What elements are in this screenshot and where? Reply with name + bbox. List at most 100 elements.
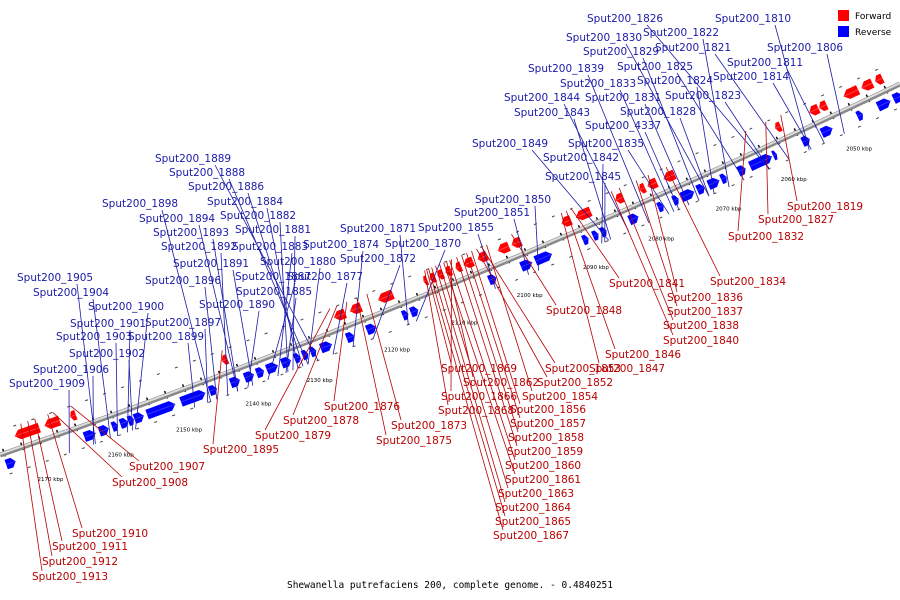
forward-gene-label[interactable]: Sput200_1875 [376, 435, 452, 447]
forward-gene-label[interactable]: Sput200_1827 [758, 214, 834, 226]
reverse-gene-label[interactable]: Sput200_1896 [145, 275, 221, 287]
forward-gene-label[interactable]: Sput200_1834 [710, 276, 786, 288]
forward-gene-label[interactable]: Sput200_1847 [589, 363, 665, 375]
reverse-gene-label[interactable]: Sput200_1900 [88, 301, 164, 313]
reverse-gene-label[interactable]: Sput200_1904 [33, 287, 109, 299]
reverse-gene-label[interactable]: Sput200_1891 [173, 258, 249, 270]
reverse-gene-label[interactable]: Sput200_1889 [155, 153, 231, 165]
forward-gene-label[interactable]: Sput200_1837 [667, 306, 743, 318]
forward-gene-label[interactable]: Sput200_1863 [498, 488, 574, 500]
reverse-gene-label[interactable]: Sput200_1880 [260, 256, 336, 268]
reverse-gene-label[interactable]: Sput200_1887 [235, 271, 311, 283]
forward-gene-label[interactable]: Sput200_1832 [728, 231, 804, 243]
reverse-gene-label[interactable]: Sput200_1822 [643, 27, 719, 39]
reverse-gene-label[interactable]: Sput200_1839 [528, 63, 604, 75]
forward-gene-label[interactable]: Sput200_1857 [510, 418, 586, 430]
reverse-gene-label[interactable]: Sput200_1830 [566, 32, 642, 44]
forward-gene-label[interactable]: Sput200_1908 [112, 477, 188, 489]
reverse-gene-label[interactable]: Sput200_1901 [70, 318, 146, 330]
reverse-gene-label[interactable]: Sput200_1828 [620, 106, 696, 118]
reverse-gene-label[interactable]: Sput200_1855 [418, 222, 494, 234]
forward-gene-label[interactable]: Sput200_1852 [537, 377, 613, 389]
reverse-gene-label[interactable]: Sput200_1888 [169, 167, 245, 179]
forward-gene-label[interactable]: Sput200_1836 [667, 292, 743, 304]
reverse-gene-label[interactable]: Sput200_1881 [235, 224, 311, 236]
reverse-gene-label[interactable]: Sput200_1894 [139, 213, 215, 225]
forward-gene-label[interactable]: Sput200_1895 [203, 444, 279, 456]
reverse-gene-label[interactable]: Sput200_1844 [504, 92, 580, 104]
reverse-gene-label[interactable]: Sput200_1810 [715, 13, 791, 25]
reverse-gene-label[interactable]: Sput200_1821 [655, 42, 731, 54]
forward-gene-label[interactable]: Sput200_1864 [495, 502, 571, 514]
reverse-gene-label[interactable]: Sput200_1811 [727, 57, 803, 69]
forward-gene-label[interactable]: Sput200_1859 [507, 446, 583, 458]
reverse-gene-label[interactable]: Sput200_1833 [560, 78, 636, 90]
forward-gene-label[interactable]: Sput200_1840 [663, 335, 739, 347]
forward-gene-label[interactable]: Sput200_1819 [787, 201, 863, 213]
forward-gene-label[interactable]: Sput200_1838 [663, 320, 739, 332]
reverse-gene-label[interactable]: Sput200_1850 [475, 194, 551, 206]
reverse-gene-label[interactable]: Sput200_4337 [585, 120, 661, 132]
forward-gene-label[interactable]: Sput200_1869 [441, 363, 517, 375]
forward-gene-label[interactable]: Sput200_1866 [441, 391, 517, 403]
reverse-gene-label[interactable]: Sput200_1885 [236, 286, 312, 298]
reverse-gene-label[interactable]: Sput200_1829 [583, 46, 659, 58]
forward-gene-label[interactable]: Sput200_1854 [522, 391, 598, 403]
reverse-gene-label[interactable]: Sput200_1890 [199, 299, 275, 311]
reverse-gene-label[interactable]: Sput200_1872 [340, 253, 416, 265]
reverse-gene-label[interactable]: Sput200_1877 [287, 271, 363, 283]
forward-gene-label[interactable]: Sput200_1858 [508, 432, 584, 444]
reverse-gene-label[interactable]: Sput200_1884 [207, 196, 283, 208]
reverse-gene-label[interactable]: Sput200_1899 [128, 331, 204, 343]
forward-gene-label[interactable]: Sput200_1868 [438, 405, 514, 417]
reverse-gene-label[interactable]: Sput200_1874 [303, 239, 379, 251]
forward-gene-label[interactable]: Sput200_1861 [505, 474, 581, 486]
reverse-gene-label[interactable]: Sput200_1831 [585, 92, 661, 104]
forward-gene-label[interactable]: Sput200_1876 [324, 401, 400, 413]
reverse-gene-label[interactable]: Sput200_1823 [665, 90, 741, 102]
reverse-gene-label[interactable]: Sput200_1897 [145, 317, 221, 329]
reverse-gene-label[interactable]: Sput200_1845 [545, 171, 621, 183]
reverse-gene-label[interactable]: Sput200_1843 [514, 107, 590, 119]
forward-gene-label[interactable]: Sput200_1912 [42, 556, 118, 568]
forward-gene-label[interactable]: Sput200_1865 [495, 516, 571, 528]
forward-gene-label[interactable]: Sput200_1911 [52, 541, 128, 553]
reverse-gene-label[interactable]: Sput200_1835 [568, 138, 644, 150]
forward-gene-label[interactable]: Sput200_1848 [546, 305, 622, 317]
reverse-gene-label[interactable]: Sput200_1909 [9, 378, 85, 390]
reverse-gene-label[interactable]: Sput200_1886 [188, 181, 264, 193]
forward-gene-label[interactable]: Sput200_1910 [72, 528, 148, 540]
reverse-gene-label[interactable]: Sput200_1893 [153, 227, 229, 239]
reverse-gene-label[interactable]: Sput200_1871 [340, 223, 416, 235]
reverse-gene-label[interactable]: Sput200_1824 [637, 75, 713, 87]
reverse-gene-label[interactable]: Sput200_1898 [102, 198, 178, 210]
reverse-gene-label[interactable]: Sput200_1826 [587, 13, 663, 25]
reverse-gene-label[interactable]: Sput200_1903 [56, 331, 132, 343]
forward-gene-label[interactable]: Sput200_1907 [129, 461, 205, 473]
forward-gene-label[interactable]: Sput200_1841 [609, 278, 685, 290]
reverse-gene-label[interactable]: Sput200_1842 [543, 152, 619, 164]
reverse-gene-label[interactable]: Sput200_1825 [617, 61, 693, 73]
forward-gene-label[interactable]: Sput200_1853 [545, 363, 621, 375]
forward-gene-label[interactable]: Sput200_1873 [391, 420, 467, 432]
forward-gene-label[interactable]: Sput200_1878 [283, 415, 359, 427]
reverse-gene-label[interactable]: Sput200_1882 [220, 210, 296, 222]
forward-gene-label[interactable]: Sput200_1860 [505, 460, 581, 472]
reverse-gene-label[interactable]: Sput200_1883 [232, 241, 308, 253]
reverse-gene-label[interactable]: Sput200_1806 [767, 42, 843, 54]
reverse-gene-label[interactable]: Sput200_1902 [69, 348, 145, 360]
forward-gene-label[interactable]: Sput200_1846 [605, 349, 681, 361]
track-tick [9, 472, 13, 475]
reverse-gene-label[interactable]: Sput200_1892 [161, 241, 237, 253]
reverse-gene-label[interactable]: Sput200_1906 [33, 364, 109, 376]
forward-gene-label[interactable]: Sput200_1879 [255, 430, 331, 442]
reverse-gene-label[interactable]: Sput200_1851 [454, 207, 530, 219]
forward-gene-label[interactable]: Sput200_1862 [463, 377, 539, 389]
reverse-gene-label[interactable]: Sput200_1814 [713, 71, 789, 83]
reverse-gene-label[interactable]: Sput200_1870 [385, 238, 461, 250]
forward-gene-label[interactable]: Sput200_1856 [510, 404, 586, 416]
reverse-gene-label[interactable]: Sput200_1849 [472, 138, 548, 150]
forward-gene-label[interactable]: Sput200_1867 [493, 530, 569, 542]
forward-gene-label[interactable]: Sput200_1913 [32, 571, 108, 583]
reverse-gene-label[interactable]: Sput200_1905 [17, 272, 93, 284]
